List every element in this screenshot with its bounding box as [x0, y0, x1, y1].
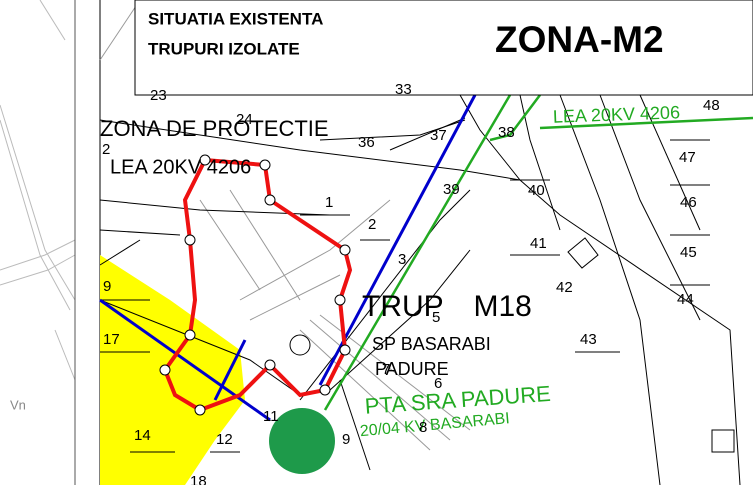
annotation: LEA 20KV 4206: [110, 156, 251, 178]
parcel-number: 18: [190, 473, 207, 485]
parcel-number: 9: [342, 431, 350, 448]
parcel-number: 46: [680, 194, 697, 211]
parcel-number: 42: [556, 279, 573, 296]
parcel-number: 24: [236, 111, 253, 128]
annotation: SP BASARABI: [372, 334, 491, 354]
annotation: TRUP M18: [362, 290, 532, 323]
parcel-number: 6: [434, 375, 442, 392]
parcel-number: 33: [395, 81, 412, 98]
parcel-number: 9: [103, 278, 111, 295]
parcel-number: 43: [580, 331, 597, 348]
parcel-number: 2: [102, 141, 110, 158]
parcel-number: 8: [419, 419, 427, 436]
parcel-number: 36: [358, 134, 375, 151]
parcel-number: 47: [679, 149, 696, 166]
annotation: ZONA DE PROTECTIE: [100, 116, 329, 141]
title-line: SITUATIA EXISTENTA: [148, 9, 323, 28]
parcel-number: 11: [263, 408, 279, 425]
parcel-number: 48: [703, 97, 720, 114]
parcel-number: 7: [382, 361, 390, 378]
parcel-number: 5: [432, 309, 440, 326]
station: [269, 408, 335, 474]
parcel-number: 44: [677, 291, 694, 308]
parcel-number: 3: [398, 251, 406, 268]
side-label: Vn: [10, 397, 26, 412]
parcel-number: 17: [103, 331, 120, 348]
parcel-number: 23: [150, 87, 167, 104]
parcel-number: 40: [528, 182, 545, 199]
parcel-number: 12: [216, 431, 233, 448]
parcel-number: 1: [325, 194, 333, 211]
zone-title: ZONA-M2: [495, 19, 664, 60]
parcel-number: 2: [368, 216, 376, 233]
parcel-number: 39: [443, 181, 460, 198]
map: SITUATIA EXISTENTA TRUPURI IZOLATE ZONA-M2…: [0, 0, 753, 485]
parcel-number: 14: [134, 427, 151, 444]
title-line: TRUPURI IZOLATE: [148, 39, 300, 58]
parcel-number: 45: [680, 244, 697, 261]
parcel-number: 41: [530, 235, 547, 252]
parcel-number: 38: [498, 124, 515, 141]
pole: [712, 430, 734, 452]
parcel-number: 37: [430, 127, 447, 144]
